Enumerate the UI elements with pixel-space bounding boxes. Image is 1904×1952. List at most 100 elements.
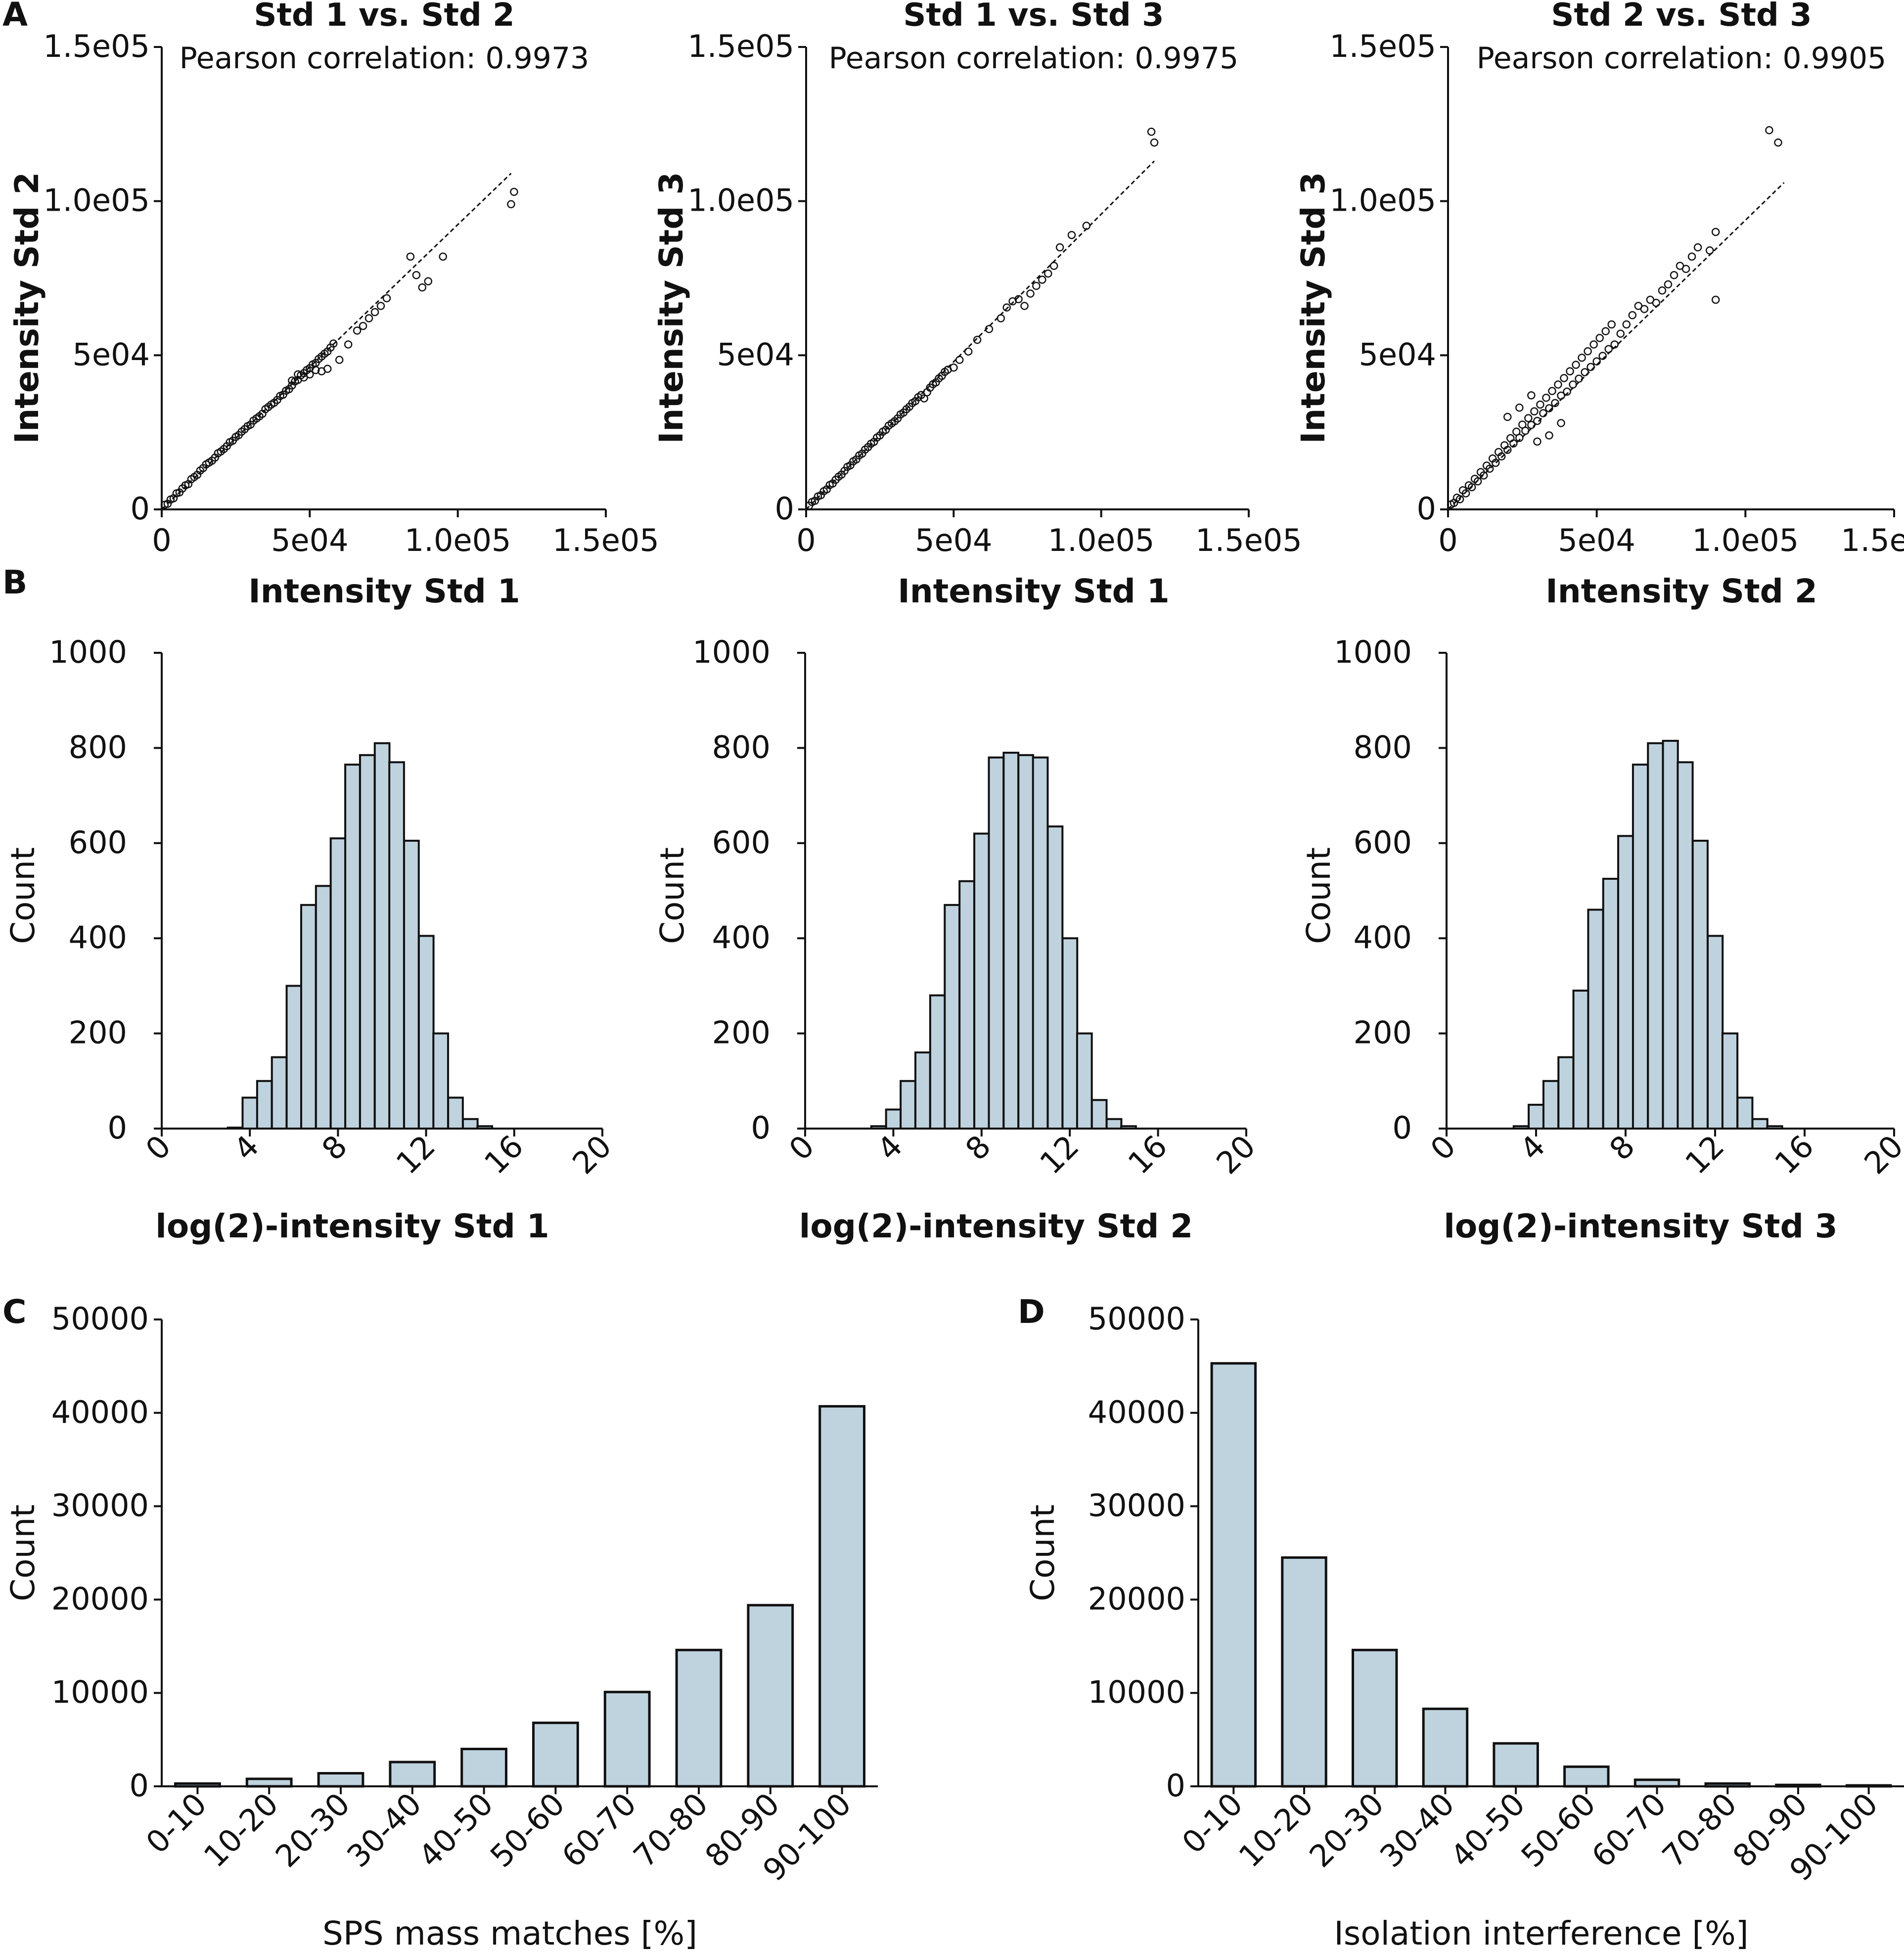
- scatter-point: [1530, 407, 1539, 416]
- histogram-bar: [1046, 825, 1064, 1130]
- y-tick-label: 0: [108, 1110, 127, 1146]
- scatter-point: [950, 363, 958, 372]
- bar: [1210, 1362, 1257, 1788]
- y-axis-label: Count: [1024, 1504, 1062, 1601]
- chart-title: Std 1 vs. Std 3: [903, 0, 1164, 34]
- fit-line: [161, 173, 512, 510]
- charts-container: 0 5e04 1.0e05 1.5e05 0 5e04 1.0e05 1.5e05 Std 1 …: [4, 0, 1904, 1952]
- x-axis-label: log(2)-intensity Std 2: [799, 1207, 1193, 1245]
- x-tick-label: 20: [1209, 1128, 1262, 1181]
- category-label: 30-40: [340, 1786, 428, 1874]
- scatter-point: [1533, 416, 1541, 425]
- histogram-bar: [241, 1096, 259, 1130]
- scatter-point: [1711, 295, 1720, 304]
- scatter-point: [1640, 305, 1649, 314]
- scatter-point: [1592, 357, 1601, 366]
- scatter-point: [359, 321, 367, 330]
- scatter-point: [1026, 289, 1035, 298]
- bar: [317, 1772, 364, 1788]
- scatter-point: [353, 326, 362, 335]
- scatter-point: [1548, 387, 1556, 395]
- histogram-bar: [1617, 835, 1634, 1130]
- scatter-point: [406, 252, 415, 261]
- y-tick-label: 600: [712, 824, 771, 861]
- scatter-point: [1557, 391, 1565, 400]
- bar: [603, 1690, 651, 1788]
- x-tick-label: 16: [477, 1128, 530, 1181]
- x-axis-label: Isolation interference [%]: [1334, 1914, 1748, 1952]
- x-tick-label: 0: [1438, 522, 1457, 558]
- histogram-bar: [417, 935, 435, 1130]
- scatter-point: [424, 277, 433, 285]
- x-tick-label: 1.5e05: [1841, 522, 1904, 558]
- bar: [389, 1761, 436, 1788]
- x-tick-label: 16: [1121, 1128, 1174, 1181]
- histogram-bar: [1691, 839, 1709, 1130]
- scatter-point: [1067, 230, 1076, 239]
- y-tick-label: 0: [751, 1110, 771, 1146]
- y-tick-label: 1000: [49, 634, 127, 670]
- category-label: 40-50: [1444, 1786, 1532, 1874]
- y-axis-label: Intensity Std 3: [652, 172, 690, 444]
- scatter-point: [1551, 399, 1559, 408]
- y-tick-label: 0: [1166, 1768, 1185, 1804]
- histogram-bar: [1647, 742, 1664, 1130]
- panel-label-a: A: [2, 0, 28, 34]
- y-tick-label: 1.0e05: [1329, 182, 1436, 219]
- y-tick-label: 5e04: [73, 336, 150, 372]
- scatter-point: [1509, 439, 1518, 448]
- scatter-point: [1604, 345, 1613, 354]
- x-tick-label: 0: [1423, 1128, 1463, 1168]
- histogram-bar: [1721, 1032, 1739, 1130]
- x-tick-label: 5e04: [271, 522, 348, 558]
- chart-title: Std 2 vs. Std 3: [1551, 0, 1812, 34]
- x-tick-label: 8: [1602, 1128, 1642, 1168]
- y-tick-label: 0: [1393, 1110, 1412, 1146]
- histogram-bar: [958, 880, 975, 1130]
- chart-a1: 0 5e04 1.0e05 1.5e05 0 5e04 1.0e05 1.5e05 Std 1 …: [8, 0, 659, 610]
- scatter-point: [1670, 271, 1678, 279]
- scatter-point: [1622, 320, 1631, 329]
- category-label: 30-40: [1373, 1786, 1461, 1874]
- scatter-point: [1560, 374, 1568, 382]
- histogram-bar: [1032, 756, 1049, 1130]
- x-tick-label: 4: [1513, 1128, 1552, 1168]
- x-axis-label: Intensity Std 1: [898, 572, 1170, 610]
- histogram-bar: [1587, 908, 1604, 1130]
- y-tick-label: 1.5e05: [43, 28, 150, 64]
- x-tick-label: 4: [870, 1128, 909, 1168]
- bar: [1563, 1765, 1610, 1788]
- y-tick-label: 1000: [1334, 634, 1412, 670]
- x-tick-label: 20: [1857, 1128, 1904, 1181]
- histogram-bar: [1061, 937, 1079, 1130]
- x-tick-label: 1.0e05: [405, 522, 511, 558]
- y-tick-label: 1.0e05: [43, 182, 150, 219]
- scatter-point: [1515, 434, 1524, 442]
- scatter-point: [1569, 380, 1577, 389]
- scatter-point: [955, 356, 964, 364]
- y-axis-label: Intensity Std 3: [1294, 172, 1332, 444]
- y-tick-label: 5e04: [1359, 336, 1436, 372]
- scatter-point: [1578, 354, 1586, 362]
- histogram-bar: [388, 761, 405, 1130]
- histogram-bar: [1076, 1032, 1093, 1130]
- scatter-point: [344, 340, 353, 349]
- scatter-point: [1598, 352, 1607, 360]
- y-tick-label: 400: [712, 919, 771, 955]
- x-tick-label: 0: [796, 522, 816, 558]
- scatter-point: [507, 200, 515, 209]
- y-tick-label: 1.5e05: [687, 28, 794, 64]
- y-tick-label: 20000: [1088, 1581, 1185, 1617]
- histogram-bar: [914, 1051, 931, 1130]
- y-tick-label: 30000: [51, 1488, 149, 1524]
- scatter-point: [1521, 426, 1530, 435]
- histogram-bar: [271, 1056, 288, 1130]
- y-tick-label: 800: [712, 729, 771, 765]
- y-tick-label: 0: [130, 1768, 149, 1804]
- scatter-point: [1587, 363, 1595, 371]
- y-tick-label: 0: [1393, 1110, 1412, 1146]
- bar: [1352, 1648, 1398, 1788]
